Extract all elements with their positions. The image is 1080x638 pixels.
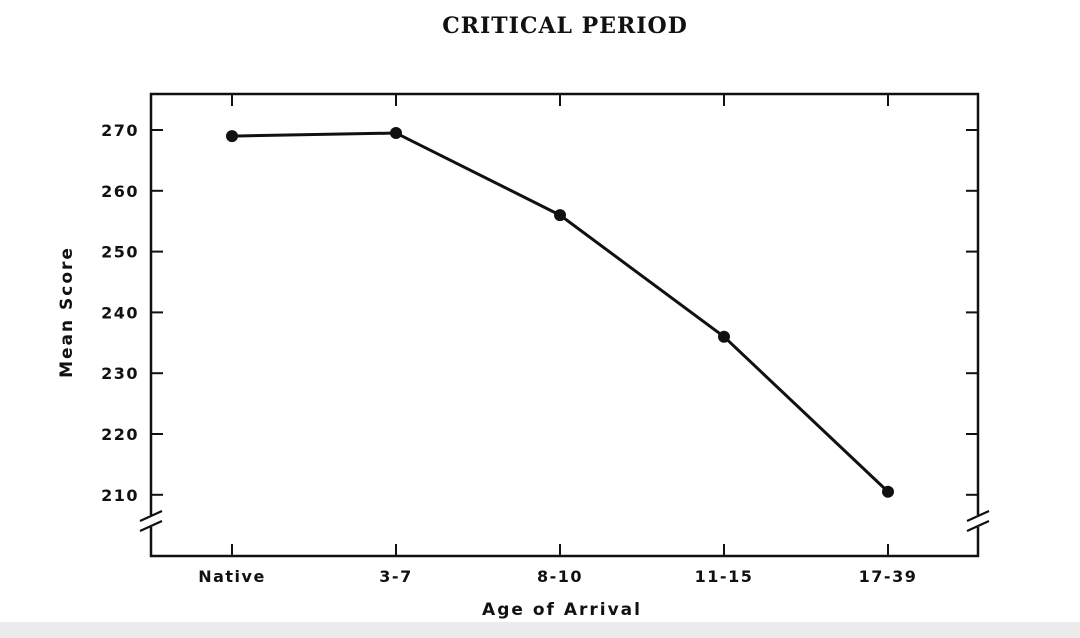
x-tick-label: 3-7 <box>379 567 412 586</box>
data-point <box>554 209 566 222</box>
x-axis-ticks: Native 3-7 8-10 11-15 17-39 <box>198 94 918 586</box>
plot-frame <box>149 92 980 558</box>
axis-break-gap <box>974 515 982 527</box>
y-tick-label: 230 <box>101 364 139 383</box>
y-tick-label: 240 <box>101 303 139 322</box>
data-point <box>390 127 402 140</box>
y-tick-label: 220 <box>101 425 139 444</box>
y-axis-ticks: 210 220 230 240 250 260 270 <box>101 121 978 505</box>
x-tick-label: 17-39 <box>859 567 918 586</box>
chart-title: CRITICAL PERIOD <box>442 13 688 39</box>
bottom-border-band <box>0 622 1080 638</box>
axis-break-marks <box>139 509 990 533</box>
x-tick-label: 11-15 <box>695 567 754 586</box>
y-tick-label: 250 <box>101 243 139 262</box>
data-point <box>882 485 894 498</box>
chart-svg: CRITICAL PERIOD 210 220 230 240 250 260 270 Na… <box>57 13 990 620</box>
y-tick-label: 260 <box>101 182 139 201</box>
x-tick-label: Native <box>198 567 266 586</box>
axis-break-stroke <box>966 519 990 533</box>
axis-break-stroke <box>139 519 163 533</box>
data-points <box>226 127 894 498</box>
axis-break-stroke <box>966 509 990 523</box>
x-axis-label: Age of Arrival <box>482 600 642 620</box>
series-line <box>231 131 890 493</box>
x-tick-label: 8-10 <box>537 567 583 586</box>
data-point <box>226 130 238 143</box>
axis-break-stroke <box>139 509 163 523</box>
axis-break-gap <box>147 515 155 527</box>
y-tick-label: 270 <box>101 121 139 140</box>
data-point <box>718 330 730 343</box>
y-axis-label: Mean Score <box>57 246 77 378</box>
y-tick-label: 210 <box>101 486 139 505</box>
